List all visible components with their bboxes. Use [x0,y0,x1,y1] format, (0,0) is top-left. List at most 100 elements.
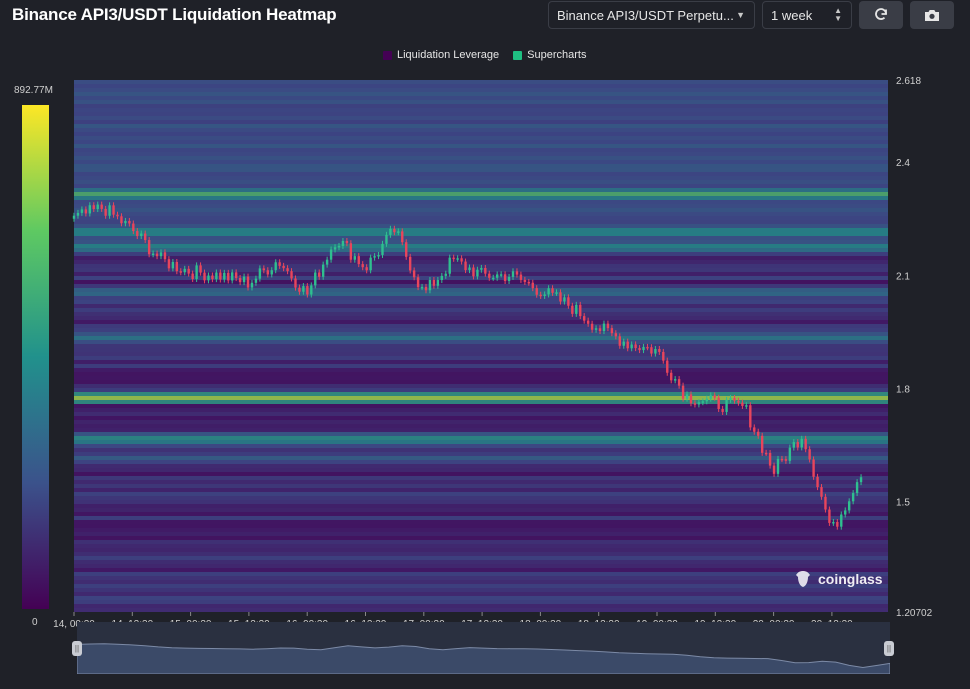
candle-body [436,280,440,286]
heat-row [74,576,888,580]
candle-body [286,268,289,272]
heat-row [74,348,888,352]
candle-body [361,264,364,268]
heat-row [74,84,888,88]
navigator-right-handle[interactable]: || [884,641,894,656]
watermark-text: coinglass [818,571,883,587]
candle-body [812,459,815,477]
candle-body [859,477,863,483]
candle-body [246,276,250,288]
heat-row [74,328,888,332]
heat-row [74,380,888,384]
candle-body [618,336,621,346]
heat-row [74,468,888,472]
heat-row [74,564,888,568]
heat-row [74,128,888,132]
candle-body [389,228,392,235]
heat-row [74,196,888,200]
heat-row [74,288,888,292]
candle-body [614,333,618,337]
range-navigator[interactable] [77,622,890,674]
heat-row [74,224,888,228]
candle-body [92,205,95,210]
legend-label: Liquidation Leverage [397,49,500,61]
heat-row [74,332,888,336]
heat-row [74,168,888,172]
heat-row [74,148,888,152]
candle-body [606,323,610,329]
period-select[interactable]: 1 week ▲ ▼ [762,1,852,29]
candle-body [547,288,550,295]
candle-body [820,487,823,497]
candle-body [784,459,788,461]
heat-row [74,172,888,176]
candle-body [302,286,305,292]
candle-body [282,265,285,269]
candle-body [693,403,697,405]
candle-body [128,220,131,224]
coinglass-logo-icon [796,571,810,587]
candle-body [353,256,357,260]
heat-row [74,184,888,188]
heat-row [74,244,888,248]
legend-item-supercharts[interactable]: Supercharts [513,49,586,61]
candle-body [855,482,859,494]
heat-row [74,108,888,112]
heat-row [74,596,888,600]
y-tick-label: 2.618 [896,76,921,87]
candle-body [183,268,186,273]
candle-body [211,275,214,280]
y-tick-label: 1.5 [896,498,910,509]
legend-item-leverage[interactable]: Liquidation Leverage [383,49,499,61]
candle-body [764,452,768,455]
candle-body [373,256,376,258]
y-tick-label: 2.4 [896,158,910,169]
colorbar-max-label: 892.77M [14,85,53,96]
candle-body [448,257,451,274]
heat-row [74,132,888,136]
candle-body [452,257,455,260]
candle-body [408,256,412,271]
candle-body [207,275,210,281]
candle-body [519,274,523,280]
screenshot-button[interactable] [910,1,954,29]
navigator-left-handle[interactable]: || [72,641,82,656]
candle-body [836,521,839,527]
chart-legend: Liquidation Leverage Supercharts [383,49,586,61]
candle-body [397,231,400,233]
candle-body [543,294,546,296]
candle-body [191,273,194,280]
candle-body [325,259,329,265]
heat-row [74,260,888,264]
legend-label: Supercharts [527,49,587,61]
candle-body [590,323,594,330]
heat-row [74,104,888,108]
heat-row [74,256,888,260]
up-down-icon: ▲ ▼ [834,6,842,23]
candle-body [187,268,190,274]
candle-body [816,476,819,488]
candle-body [598,328,602,332]
candle-body [780,458,784,461]
candle-body [681,385,685,399]
candle-body [175,261,179,272]
heat-row [74,572,888,576]
candle-body [227,272,230,281]
heat-row [74,140,888,144]
heat-row [74,536,888,540]
candle-body [341,240,345,246]
heat-row [74,152,888,156]
candle-body [159,252,163,257]
candle-body [428,279,432,291]
refresh-icon [875,8,887,20]
candle-body [499,274,503,276]
pair-select[interactable]: Binance API3/USDT Perpetu... ▼ [548,1,755,29]
heat-row [74,180,888,184]
candle-body [171,261,175,269]
candle-body [349,243,353,260]
heat-row [74,96,888,100]
heat-row [74,320,888,324]
refresh-button[interactable] [859,1,903,29]
candle-body [828,509,831,523]
